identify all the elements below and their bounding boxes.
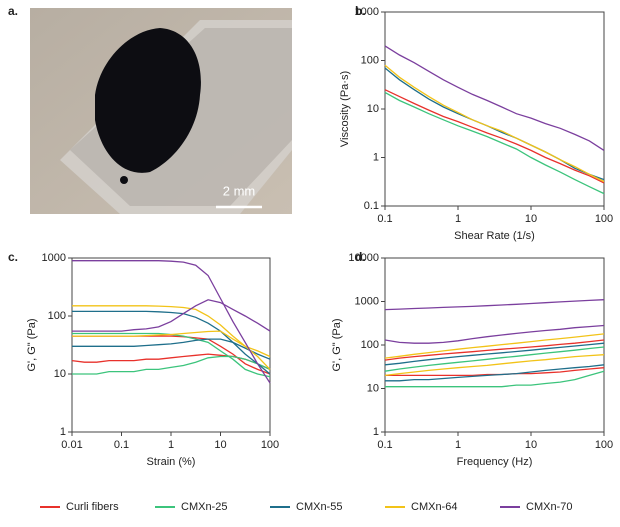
series-line [72,330,271,358]
series-line [72,338,271,360]
x-tick-label: 0.1 [377,439,392,451]
y-tick-label: 100 [361,339,379,351]
x-tick-label: 0.01 [61,439,82,451]
panel-label: c. [8,250,18,264]
x-tick-label: 0.1 [114,439,129,451]
series-line [384,45,605,151]
legend-label: Curli fibers [66,501,119,513]
series-line [384,346,605,372]
scale-bar-label: 2 mm [223,183,256,198]
legend-label: CMXn-55 [296,501,342,513]
x-tick-label: 100 [261,439,279,451]
series-line [384,89,605,184]
y-tick-label: 10 [54,368,66,380]
x-tick-label: 10 [214,439,226,451]
series-line [384,299,605,311]
legend-label: CMXn-25 [181,501,227,513]
series-line [384,324,605,344]
x-axis-label: Frequency (Hz) [457,456,533,468]
plot-frame [71,257,271,433]
series-line [384,67,605,181]
y-tick-label: 0.1 [364,200,379,212]
series-line [72,305,271,370]
series-line [384,354,605,377]
y-tick-label: 1000 [355,295,379,307]
x-tick-label: 100 [595,439,613,451]
y-tick-label: 1 [373,426,379,438]
y-axis-label: G', G" (Pa) [26,318,38,371]
y-tick-label: 100 [361,54,379,66]
x-tick-label: 10 [525,213,537,225]
legend-label: CMXn-70 [526,501,572,513]
series-line [384,91,605,195]
y-tick-label: 1 [60,426,66,438]
series-line [384,342,605,366]
x-tick-label: 100 [595,213,613,225]
y-tick-label: 100 [48,310,66,322]
legend-label: CMXn-64 [411,501,457,513]
series-line [72,299,271,332]
x-tick-label: 10 [525,439,537,451]
x-tick-label: 1 [455,213,461,225]
series-line [384,64,605,183]
x-axis-label: Strain (%) [147,456,196,468]
series-line [385,370,605,388]
panel-label: a. [8,4,18,18]
x-axis-label: Shear Rate (1/s) [454,230,535,242]
y-tick-label: 1000 [42,252,66,264]
series-line [384,339,605,361]
x-tick-label: 1 [168,439,174,451]
photo: 2 mm [30,8,292,214]
series-line [72,260,271,384]
y-tick-label: 10000 [348,252,379,264]
panel-label: d. [355,250,366,264]
y-tick-label: 10 [367,103,379,115]
x-tick-label: 1 [455,439,461,451]
series-line [384,333,605,359]
x-tick-label: 0.1 [377,213,392,225]
y-tick-label: 10 [367,382,379,394]
series-line [72,310,271,375]
series-line [72,332,271,378]
y-tick-label: 1 [373,151,379,163]
series-line [385,364,605,382]
y-tick-label: 1000 [355,6,379,18]
panel-label: b. [355,4,366,18]
y-axis-label: Viscosity (Pa·s) [339,71,351,147]
series-line [72,355,271,375]
y-axis-label: G', G" (Pa) [331,318,343,371]
